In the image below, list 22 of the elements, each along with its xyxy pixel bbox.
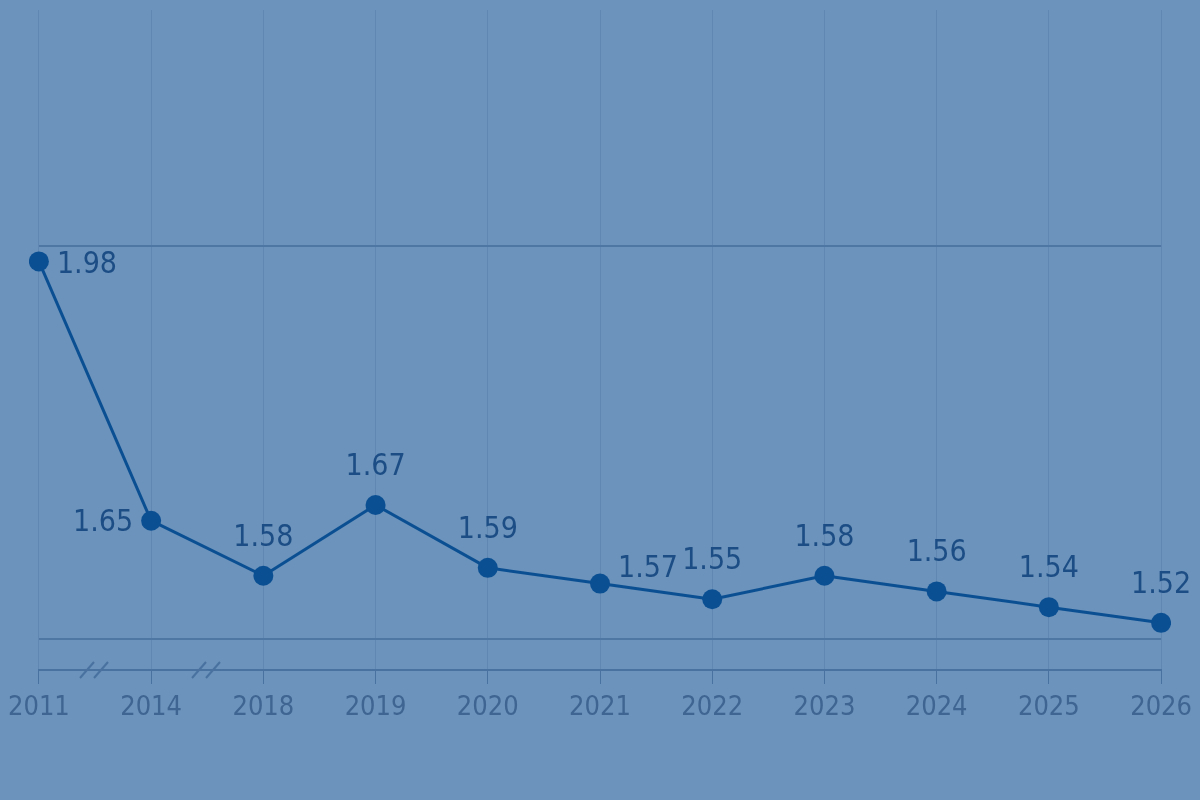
data-label: 1.98 [56,245,117,281]
point [141,510,162,531]
data-label: 1.67 [345,446,406,482]
data-label: 1.58 [233,517,294,553]
point [1151,612,1172,633]
data-label: 1.55 [682,541,743,577]
data-label: 1.54 [1018,548,1079,584]
data-label: 1.52 [1131,564,1192,600]
point [28,251,49,272]
point [926,581,947,602]
data-label: 1.57 [617,549,679,585]
point [253,565,274,586]
point [1038,597,1059,618]
data-label: 1.56 [906,533,967,569]
point [814,565,835,586]
data-label: 1.58 [794,517,855,553]
point [477,557,498,578]
point [365,495,386,515]
point [590,573,610,594]
data-label: 1.59 [457,509,518,545]
data-label: 1.65 [73,502,134,538]
point [702,589,723,610]
